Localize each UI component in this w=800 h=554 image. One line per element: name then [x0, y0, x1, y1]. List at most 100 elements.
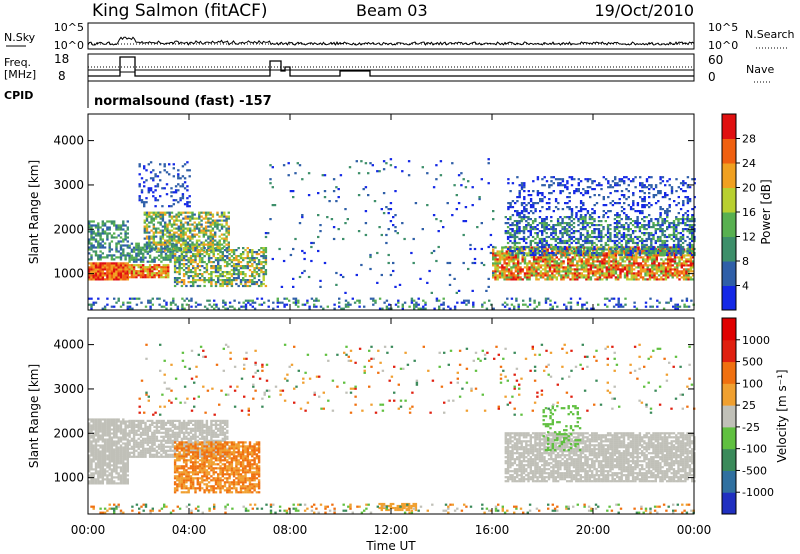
power-cell	[159, 195, 162, 198]
power-cell	[204, 213, 208, 216]
power-cell	[203, 284, 206, 288]
power-cell	[124, 256, 127, 259]
power-cell	[592, 260, 595, 263]
power-cell	[124, 230, 127, 233]
power-cell	[564, 256, 568, 259]
power-cell	[122, 228, 125, 231]
power-cell	[512, 256, 515, 259]
power-cell	[600, 251, 603, 255]
power-cell	[566, 233, 569, 237]
power-cell	[674, 305, 677, 308]
power-cell	[582, 188, 585, 191]
power-cell	[625, 235, 628, 239]
power-cell	[526, 254, 529, 257]
nave-tick-bottom: 0	[708, 70, 716, 84]
power-cell	[659, 228, 662, 231]
power-cell	[498, 262, 502, 265]
power-cell	[164, 229, 167, 232]
power-cell	[99, 244, 102, 247]
power-cell	[613, 222, 617, 225]
power-cell	[622, 224, 626, 227]
power-cell	[667, 260, 670, 263]
power-cell	[119, 276, 123, 279]
power-cell	[195, 233, 199, 236]
power-cell	[654, 202, 658, 205]
power-cell	[514, 246, 518, 249]
power-cell	[546, 250, 549, 253]
power-cell	[567, 246, 570, 249]
power-cell	[646, 258, 649, 261]
power-cell	[523, 258, 527, 261]
velocity-cell	[90, 452, 93, 455]
power-cell	[578, 260, 581, 263]
power-cell	[99, 246, 102, 249]
power-cell	[532, 258, 536, 261]
power-cell	[257, 261, 261, 264]
power-cell	[675, 235, 678, 239]
power-cell	[638, 222, 642, 225]
velocity-cell	[92, 482, 95, 485]
power-cell	[680, 256, 683, 259]
power-cell	[659, 251, 662, 255]
power-cell	[180, 279, 184, 282]
power-cell	[632, 276, 636, 279]
power-cell	[505, 252, 508, 255]
power-cell	[156, 183, 160, 186]
power-cell	[600, 232, 603, 235]
power-cell	[501, 272, 504, 275]
power-cell	[160, 270, 163, 273]
power-cell	[438, 305, 441, 308]
power-cell	[522, 239, 526, 243]
power-cell	[176, 282, 179, 286]
power-cell	[507, 264, 511, 267]
power-cell	[173, 257, 177, 260]
power-cell	[178, 267, 181, 270]
power-cell	[432, 186, 436, 189]
power-cell	[617, 264, 620, 267]
power-cell	[557, 258, 561, 261]
power-cell	[186, 161, 189, 164]
power-cell	[609, 235, 612, 239]
power-cell	[622, 233, 626, 237]
power-cell	[232, 267, 236, 270]
power-cell	[509, 245, 512, 249]
power-cell	[688, 245, 692, 249]
power-cell	[548, 208, 551, 211]
power-cell	[356, 299, 359, 302]
power-cell	[90, 246, 93, 249]
power-cell	[542, 256, 545, 259]
power-cell	[535, 256, 538, 259]
power-cell	[167, 254, 170, 257]
power-cell	[106, 220, 109, 223]
power-cell	[565, 307, 568, 310]
power-cell	[188, 195, 191, 198]
power-cell	[211, 233, 215, 236]
power-cell	[173, 265, 177, 268]
power-cell	[657, 274, 661, 277]
power-cell	[285, 303, 289, 306]
power-cell	[507, 252, 511, 255]
power-cell	[210, 281, 213, 284]
power-cell	[654, 249, 657, 253]
power-cell	[677, 220, 680, 223]
power-cell	[596, 276, 599, 279]
power-cell	[686, 198, 690, 201]
power-cell	[650, 237, 653, 241]
power-cell	[298, 164, 302, 167]
velocity-cell	[92, 454, 95, 457]
power-cell	[132, 250, 136, 253]
power-cell	[687, 278, 690, 281]
power-cell	[514, 256, 518, 259]
power-cell	[517, 252, 520, 255]
power-cell	[151, 260, 154, 263]
power-cell	[126, 266, 129, 269]
power-cell	[672, 230, 676, 233]
power-cell	[672, 245, 676, 249]
power-cell	[616, 226, 619, 229]
power-cell	[552, 235, 555, 239]
power-cell	[606, 239, 610, 243]
power-cell	[513, 224, 517, 227]
power-cell	[591, 235, 594, 239]
power-cell	[188, 299, 191, 302]
power-cell	[155, 272, 159, 275]
